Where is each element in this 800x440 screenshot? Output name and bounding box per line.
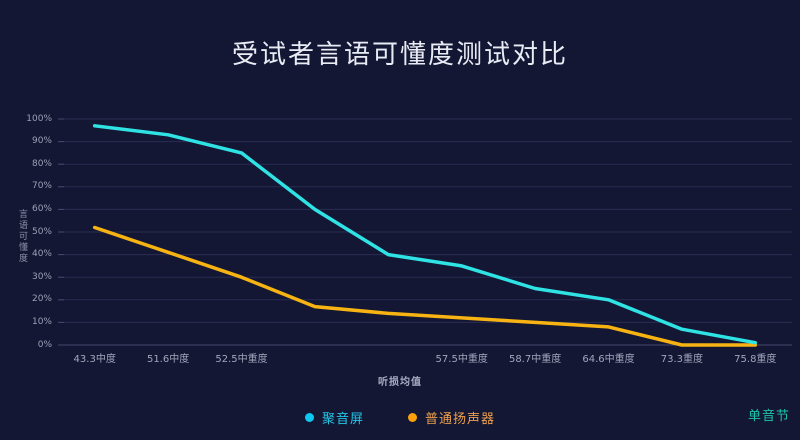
x-axis-tick-label: 43.3中度 xyxy=(73,354,116,365)
x-axis-tick-label: 73.3重度 xyxy=(660,354,704,365)
y-axis-tick-label: 60% xyxy=(31,203,52,214)
legend-label: 普通扬声器 xyxy=(425,411,496,427)
series-line-1 xyxy=(92,225,758,347)
legend-label: 聚音屏 xyxy=(321,411,364,427)
y-axis-tick-label: 100% xyxy=(26,113,52,124)
x-axis-tick-label: 52.5中重度 xyxy=(215,354,268,365)
legend-dot-icon xyxy=(304,412,314,422)
legend-item-series-0[interactable]: 聚音屏 xyxy=(304,408,364,427)
y-axis-tick-label: 20% xyxy=(31,294,52,305)
y-axis-tick-label: 70% xyxy=(31,181,52,192)
chart-title: 受试者言语可懂度测试对比 xyxy=(231,40,568,70)
y-axis-tick-label: 40% xyxy=(31,249,52,260)
legend-dot-icon xyxy=(408,412,417,422)
x-axis-tick-label: 64.6中重度 xyxy=(582,354,635,365)
legend-item-series-1[interactable]: 普通扬声器 xyxy=(408,408,495,427)
y-axis-tick-label: 80% xyxy=(31,158,52,169)
x-axis-tick-label: 51.6中度 xyxy=(146,354,190,365)
x-axis-title: 听损均值 xyxy=(378,377,422,388)
series-line-0 xyxy=(92,124,758,345)
y-axis-tick-label: 10% xyxy=(31,316,52,327)
legend: 聚音屏 普通扬声器 xyxy=(0,407,800,427)
y-axis-title: 言语可懂度 xyxy=(17,209,27,264)
x-axis-tick-label: 75.8重度 xyxy=(734,354,777,365)
x-axis-tick-label: 58.7中重度 xyxy=(508,354,562,365)
y-axis-tick-label: 50% xyxy=(31,226,52,237)
x-axis-tick-label: 57.5中重度 xyxy=(435,354,488,365)
y-axis-tick-label: 0% xyxy=(37,339,52,350)
y-axis-tick-label: 30% xyxy=(31,271,52,282)
annotation-monosyllable: 单音节 xyxy=(747,409,790,424)
y-axis-tick-label: 90% xyxy=(31,136,52,147)
